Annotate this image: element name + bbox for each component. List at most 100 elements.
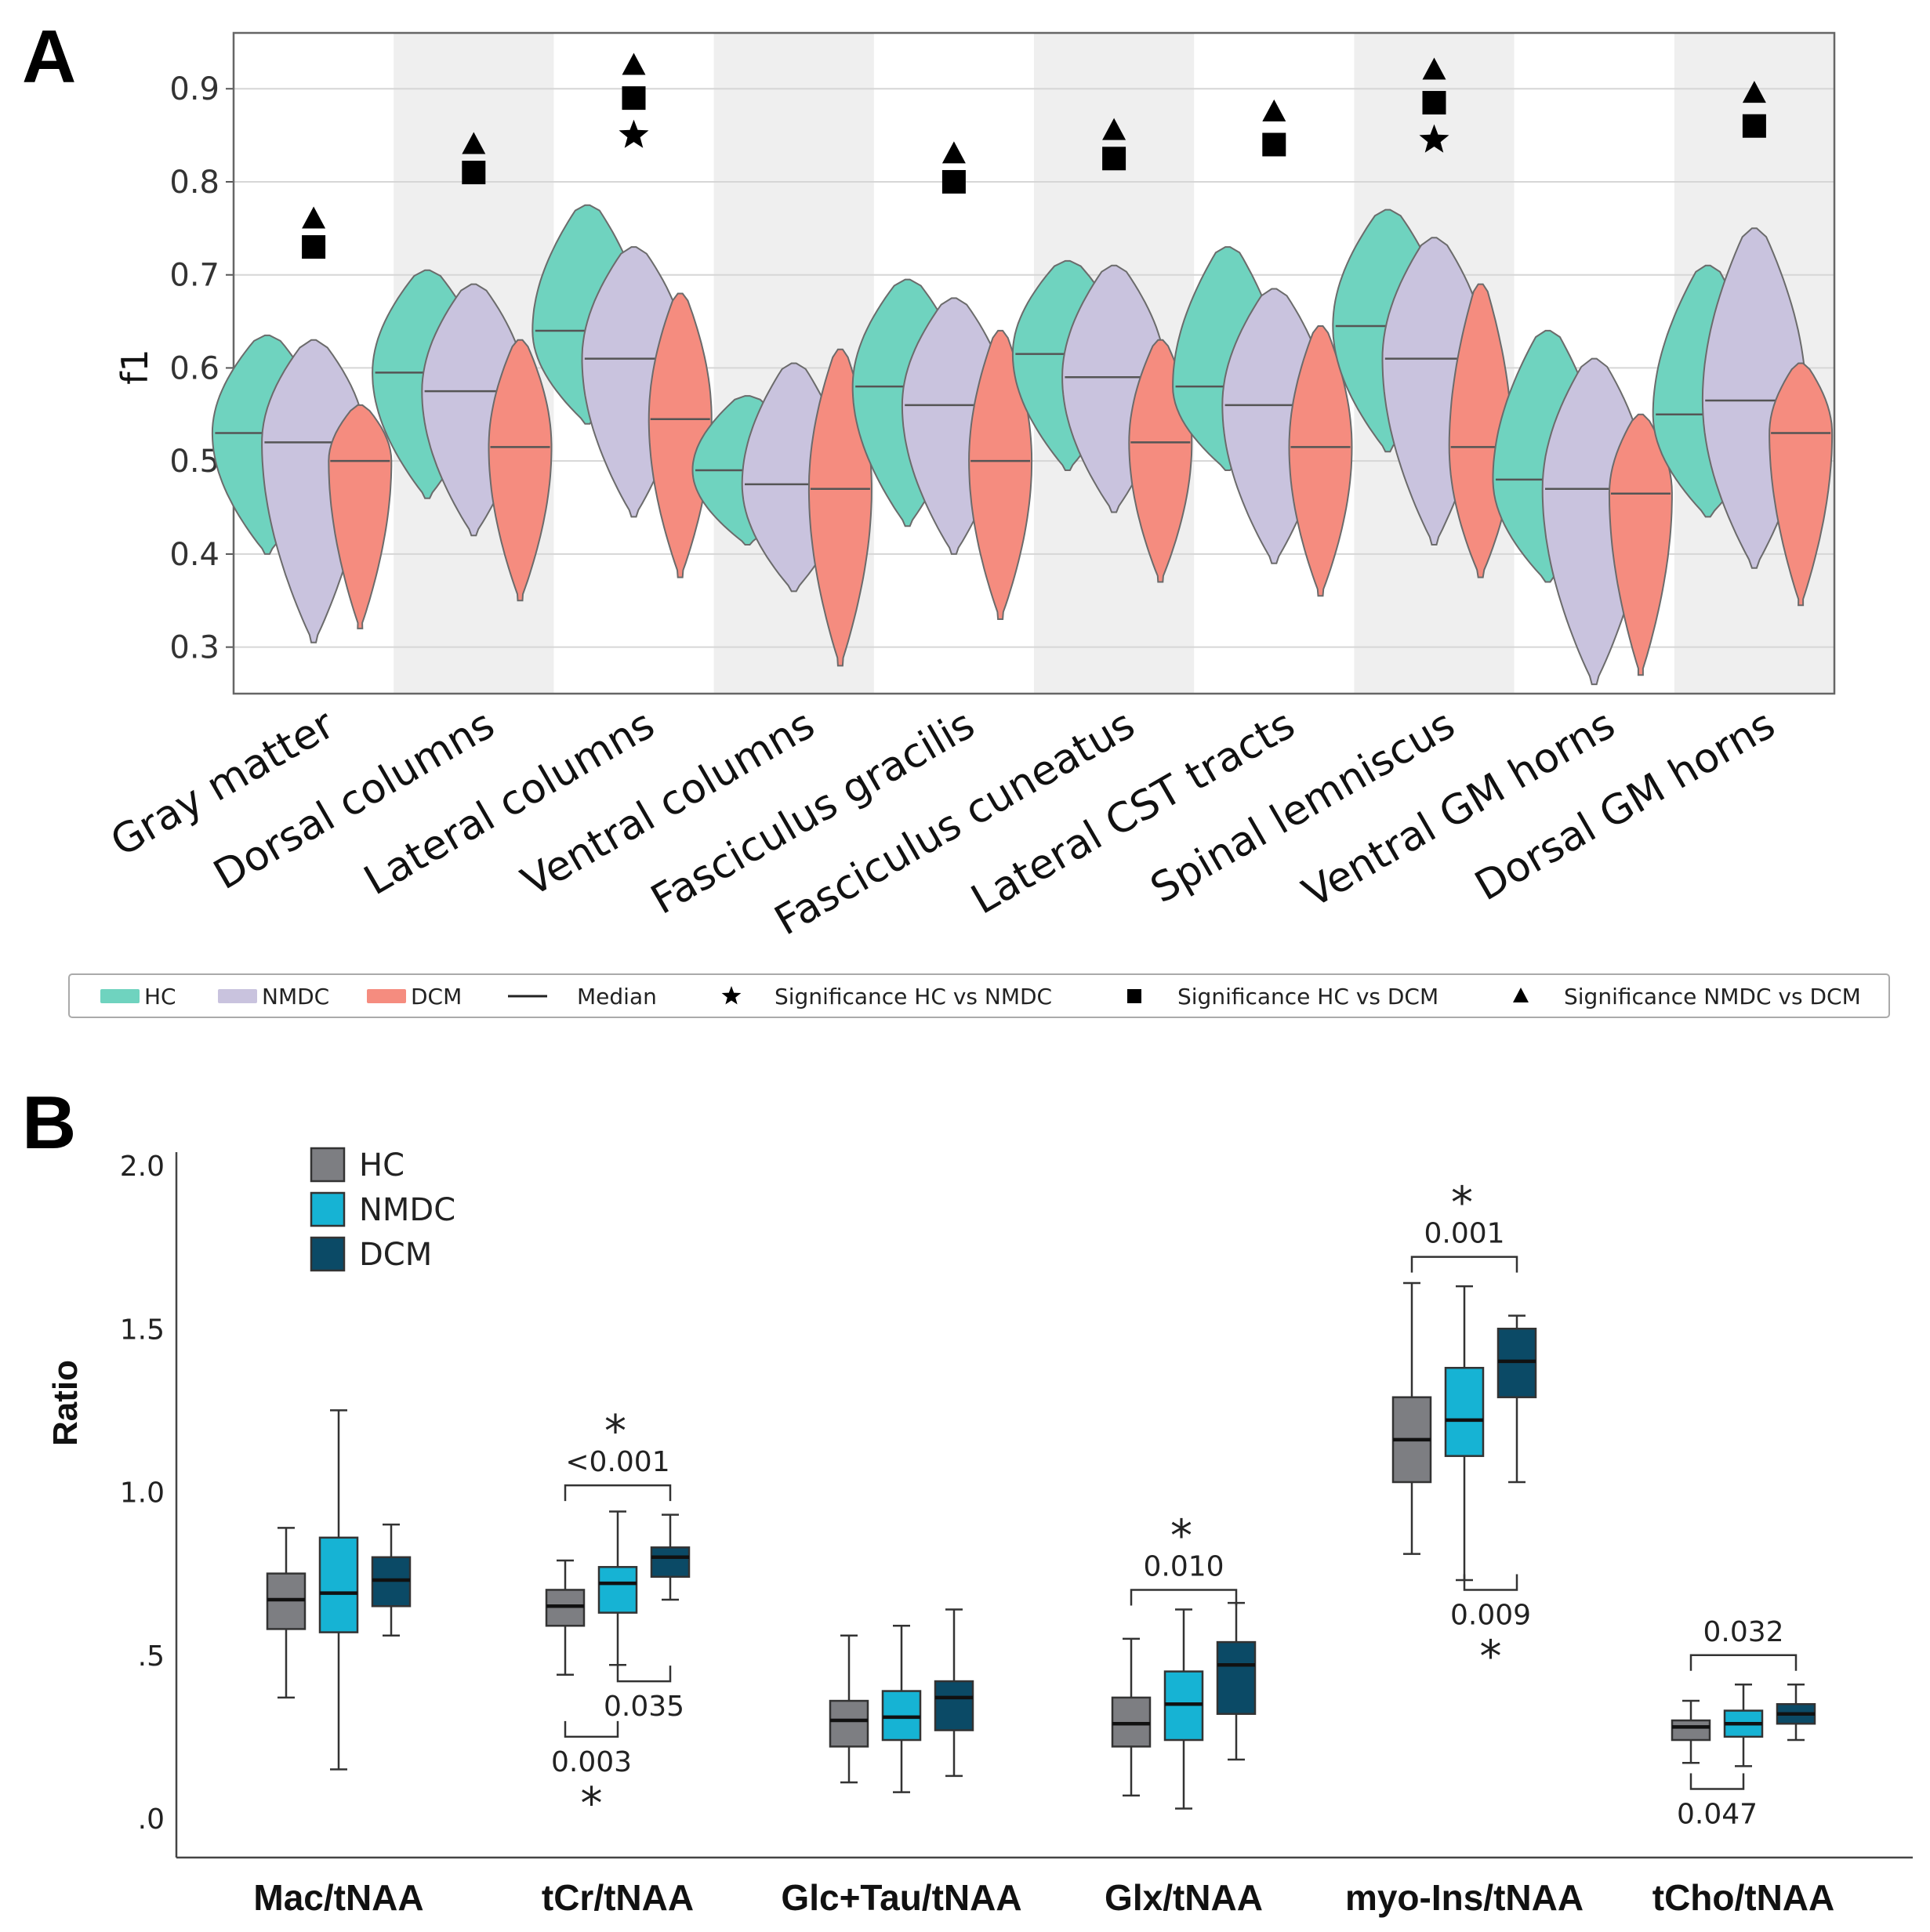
p-value-label: 0.035 xyxy=(604,1691,684,1723)
p-value-label: 0.001 xyxy=(1424,1218,1504,1250)
p-value-label: 0.010 xyxy=(1143,1550,1224,1582)
x-category-label: tCr/tNAA xyxy=(542,1877,694,1918)
y-tick-label: 0.5 xyxy=(169,444,219,480)
p-value-label: 0.032 xyxy=(1703,1616,1783,1648)
x-category-label: myo-Ins/tNAA xyxy=(1345,1877,1584,1918)
significance-triangle-marker xyxy=(941,141,966,164)
significance-bracket xyxy=(1689,1654,1798,1671)
y-tick-label: 0.6 xyxy=(169,350,219,386)
significance-triangle-marker xyxy=(302,206,326,229)
x-category-label: Dorsal columns xyxy=(206,701,502,899)
box-dcm-glc-tau-tnaa xyxy=(934,1680,974,1731)
legend-square-icon xyxy=(1127,989,1141,1003)
significance-square-marker xyxy=(1422,91,1446,115)
significance-square-marker xyxy=(622,86,646,111)
x-category-label: Glc+Tau/tNAA xyxy=(781,1877,1021,1918)
significance-triangle-marker xyxy=(1742,81,1766,103)
p-value-label: 0.003 xyxy=(551,1746,632,1778)
legend-label: Median xyxy=(577,984,657,1009)
violin-dcm-lateral-cst-tracts xyxy=(1288,325,1353,597)
legend-star-icon xyxy=(721,986,742,1005)
box-hc-tcho-tnaa xyxy=(1671,1719,1711,1742)
significance-bracket xyxy=(564,1720,619,1738)
violin-plot-legend: HC NMDC DCM Median Significance HC vs NMDC Si… xyxy=(68,973,1890,1018)
p-value-label: 0.009 xyxy=(1450,1599,1531,1631)
box-dcm-tcr-tnaa xyxy=(650,1546,691,1579)
violin-dcm-ventral-columns xyxy=(807,348,872,667)
significance-asterisk: * xyxy=(1480,1631,1502,1682)
legend-swatch xyxy=(367,989,406,1003)
significance-bracket xyxy=(1463,1574,1518,1591)
legend-label: Significance HC vs DCM xyxy=(1177,984,1438,1009)
y-axis-label: f1 xyxy=(114,349,156,384)
box-nmdc-mac-tnaa xyxy=(318,1536,359,1633)
legend-label: Significance NMDC vs DCM xyxy=(1564,984,1861,1009)
x-category-label: Mac/tNAA xyxy=(253,1877,423,1918)
y-tick-label: 0.7 xyxy=(169,258,219,294)
p-value-label: <0.001 xyxy=(565,1446,669,1478)
box-nmdc-myo-ins-tnaa xyxy=(1444,1366,1485,1457)
significance-bracket xyxy=(616,1666,672,1683)
significance-bracket xyxy=(1130,1589,1238,1606)
significance-asterisk: * xyxy=(604,1406,626,1457)
x-category-label: tCho/tNAA xyxy=(1652,1877,1835,1918)
legend-label: DCM xyxy=(411,984,462,1009)
significance-square-marker xyxy=(1742,114,1766,138)
significance-star-marker xyxy=(619,119,649,148)
legend-label: NMDC xyxy=(359,1192,455,1228)
legend-swatch xyxy=(310,1236,346,1272)
x-category-label: Dorsal GM horns xyxy=(1467,701,1783,910)
box-hc-glc-tau-tnaa xyxy=(829,1699,869,1748)
legend-swatch xyxy=(310,1147,346,1183)
significance-triangle-marker xyxy=(1102,118,1126,140)
legend-label: Significance HC vs NMDC xyxy=(775,984,1052,1009)
y-tick-label: 2.0 xyxy=(120,1151,165,1183)
y-tick-label: 0.9 xyxy=(169,71,219,107)
violin-dcm-gray-matter xyxy=(328,404,393,629)
legend-label: NMDC xyxy=(262,984,329,1009)
x-category-label: Lateral columns xyxy=(357,701,662,904)
box-plot-panel: .0 .5 1.0 1.5 2.0 Ratio Mac/tNAA tCr/tNAA Glc+Ta… xyxy=(46,1147,1913,1918)
plot-frame xyxy=(232,31,1836,695)
legend-swatch xyxy=(218,989,257,1003)
significance-bracket xyxy=(1410,1256,1518,1273)
p-value-label: 0.047 xyxy=(1677,1799,1758,1831)
y-tick-label: 0.8 xyxy=(169,165,219,201)
legend-swatch xyxy=(100,989,140,1003)
box-dcm-glx-tnaa xyxy=(1216,1640,1257,1715)
violin-dcm-fasciculus-gracilis xyxy=(968,329,1033,620)
violin-dcm-ventral-gm-horns xyxy=(1608,413,1673,676)
y-tick-label: 0.3 xyxy=(169,630,219,666)
legend-triangle-icon xyxy=(1513,988,1529,1002)
y-tick-label: .0 xyxy=(138,1803,165,1836)
significance-bracket xyxy=(564,1484,672,1502)
significance-bracket xyxy=(1689,1773,1745,1790)
significance-asterisk: * xyxy=(1451,1178,1473,1229)
significance-star-marker xyxy=(1419,124,1449,153)
significance-square-marker xyxy=(302,235,326,259)
panel-b-letter: B xyxy=(22,1081,76,1165)
significance-square-marker xyxy=(1262,132,1286,157)
violin-dcm-dorsal-gm-horns xyxy=(1769,362,1834,607)
significance-square-marker xyxy=(1102,147,1126,171)
legend-swatch xyxy=(310,1191,346,1227)
significance-asterisk: * xyxy=(1170,1510,1192,1561)
significance-triangle-marker xyxy=(462,132,486,154)
legend-label: HC xyxy=(359,1147,405,1183)
y-axis-label: Ratio xyxy=(46,1360,85,1446)
y-tick-label: .5 xyxy=(138,1640,165,1673)
legend-label: HC xyxy=(144,984,176,1009)
significance-triangle-marker xyxy=(1262,99,1286,121)
legend-box xyxy=(68,973,1890,1018)
violin-dcm-dorsal-columns xyxy=(488,339,553,602)
y-tick-label: 1.0 xyxy=(120,1477,165,1510)
y-tick-label: 0.4 xyxy=(169,537,219,573)
significance-asterisk: * xyxy=(581,1778,603,1829)
box-nmdc-tcr-tnaa xyxy=(597,1566,638,1614)
significance-triangle-marker xyxy=(1422,57,1446,80)
significance-triangle-marker xyxy=(622,53,646,75)
panel-a-letter: A xyxy=(22,15,76,99)
x-category-label: Glx/tNAA xyxy=(1105,1877,1263,1918)
